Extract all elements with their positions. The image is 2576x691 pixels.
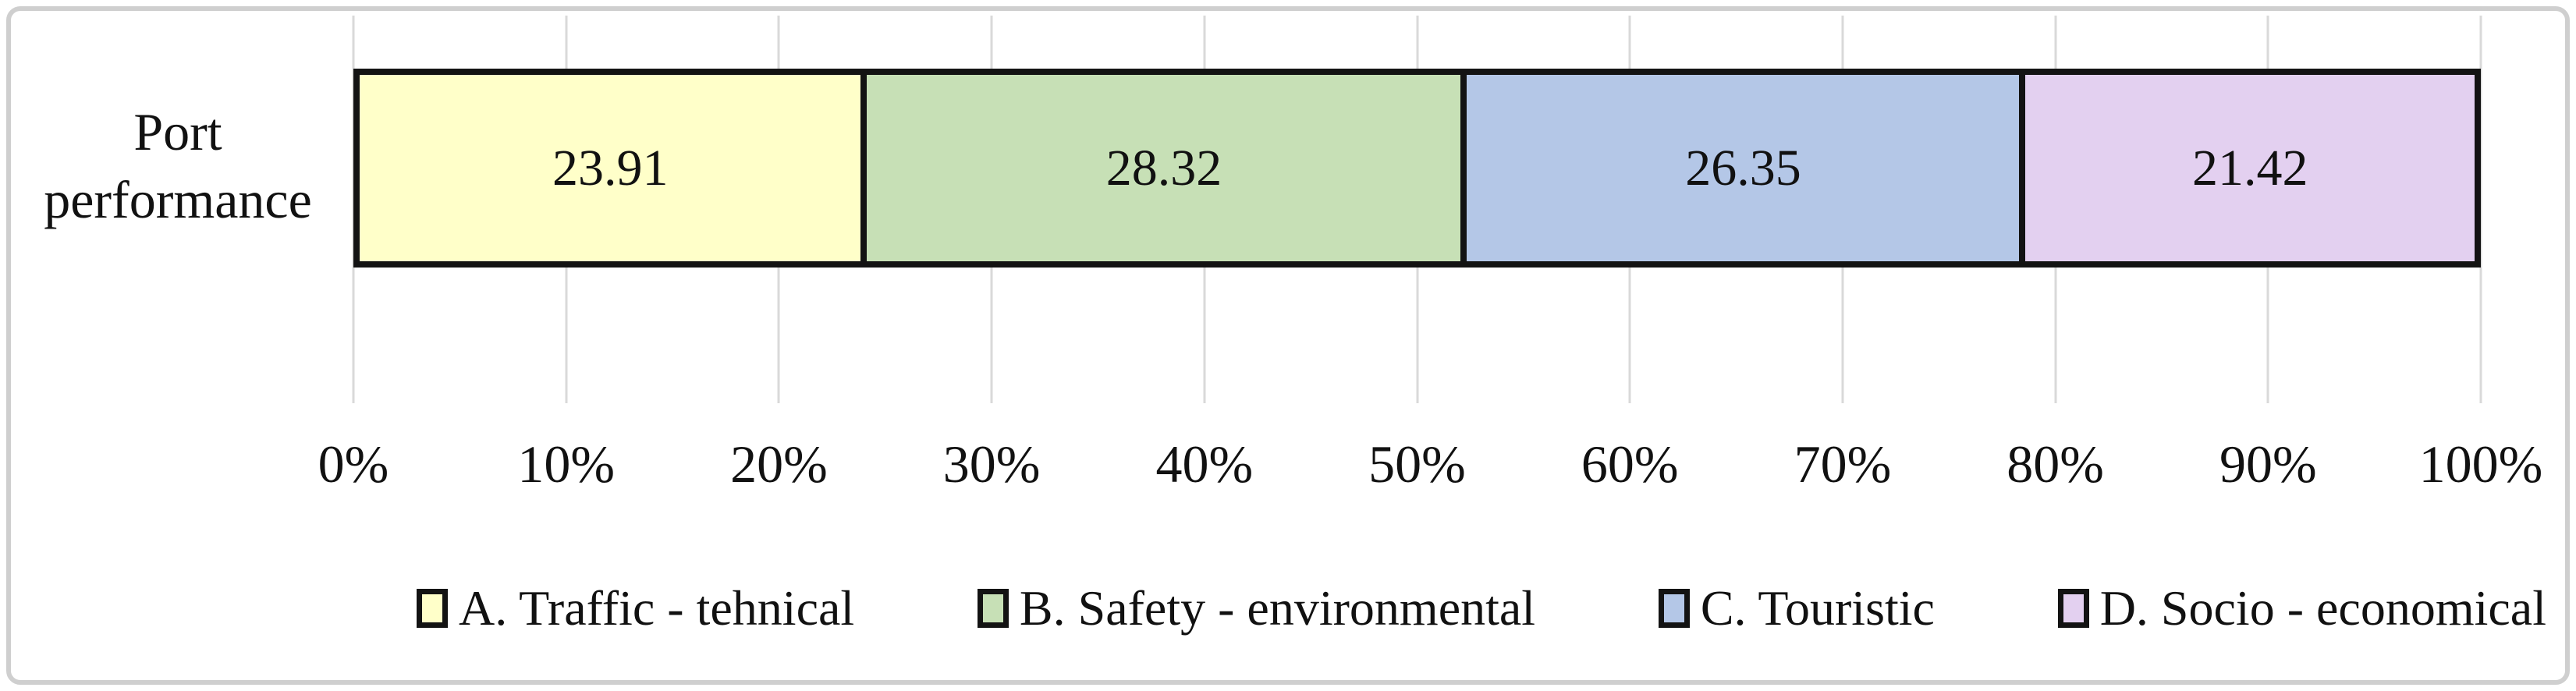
legend-item-touristic: C. Touristic — [1658, 579, 1935, 637]
legend-label: A. Traffic - tehnical — [459, 580, 855, 636]
x-tick-label: 10% — [517, 434, 616, 494]
x-tick-label: 60% — [1581, 434, 1679, 494]
x-tick-label: 70% — [1794, 434, 1892, 494]
legend-item-traffic-tehnical: A. Traffic - tehnical — [417, 579, 854, 637]
legend-swatch-icon — [1658, 589, 1690, 628]
legend-swatch-icon — [417, 589, 448, 628]
x-tick-label: 30% — [942, 434, 1041, 494]
x-tick-label: 20% — [730, 434, 828, 494]
x-tick-label: 50% — [1368, 434, 1466, 494]
bar-value-label: 26.35 — [1685, 139, 1801, 197]
x-tick-label: 90% — [2219, 434, 2317, 494]
bar-value-label: 23.91 — [552, 139, 669, 197]
category-label: Port performance — [44, 102, 312, 230]
gridline-100 — [2479, 16, 2482, 403]
x-axis: 0% 10% 20% 30% 40% 50% 60% 70% 80% 90% 1… — [318, 434, 2543, 504]
bar-value-label: 28.32 — [1105, 139, 1222, 197]
x-tick-label: 40% — [1155, 434, 1254, 494]
legend-item-socio-economical: D. Socio - economical — [2057, 579, 2546, 637]
legend-label: D. Socio - economical — [2099, 580, 2546, 636]
bar-segment-touristic: 26.35 — [1460, 75, 2020, 261]
bar-value-label: 21.42 — [2191, 139, 2308, 197]
chart-legend: A. Traffic - tehnical B. Safety - enviro… — [417, 579, 2546, 638]
legend-label: B. Safety - environmental — [1019, 580, 1536, 636]
bar-segment-socio-economical: 21.42 — [2019, 75, 2475, 261]
bar-segment-safety-environmental: 28.32 — [860, 75, 1461, 261]
legend-swatch-icon — [2057, 589, 2089, 628]
x-tick-label: 100% — [2418, 434, 2543, 494]
x-tick-label: 80% — [2007, 434, 2104, 494]
legend-item-safety-environmental: B. Safety - environmental — [977, 579, 1536, 637]
bar-segment-traffic-tehnical: 23.91 — [360, 75, 861, 261]
legend-swatch-icon — [977, 589, 1009, 628]
stacked-bar: 23.91 28.32 26.35 21.42 — [353, 69, 2481, 268]
legend-label: C. Touristic — [1700, 580, 1935, 636]
x-tick-label: 0% — [318, 434, 389, 494]
